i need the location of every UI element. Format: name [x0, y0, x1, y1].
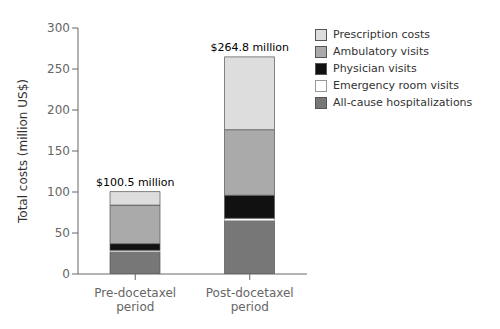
- svg-text:$100.5 million: $100.5 million: [96, 176, 175, 189]
- html-text:Emergency room visits: Emergency room visits: [333, 79, 459, 92]
- svg-text:50: 50: [55, 226, 70, 240]
- svg-text:150: 150: [47, 144, 70, 158]
- svg-text:250: 250: [47, 62, 70, 76]
- html-text:All-cause hospitalizations: All-cause hospitalizations: [333, 96, 473, 109]
- svg-text:100: 100: [47, 185, 70, 199]
- html-text:Ambulatory visits: Ambulatory visits: [333, 45, 429, 58]
- svg-text:200: 200: [47, 103, 70, 117]
- svg-text:0: 0: [62, 267, 70, 281]
- svg-text:Total costs (million US$): Total costs (million US$): [16, 79, 30, 224]
- svg-text:Pre-docetaxelperiod: Pre-docetaxelperiod: [94, 286, 176, 314]
- svg-text:Post-docetaxelperiod: Post-docetaxelperiod: [206, 286, 294, 314]
- svg-text:300: 300: [47, 21, 70, 35]
- html-text:Prescription costs: Prescription costs: [333, 28, 430, 41]
- svg-text:$264.8 million: $264.8 million: [210, 41, 289, 54]
- html-text:Physician visits: Physician visits: [333, 62, 417, 75]
